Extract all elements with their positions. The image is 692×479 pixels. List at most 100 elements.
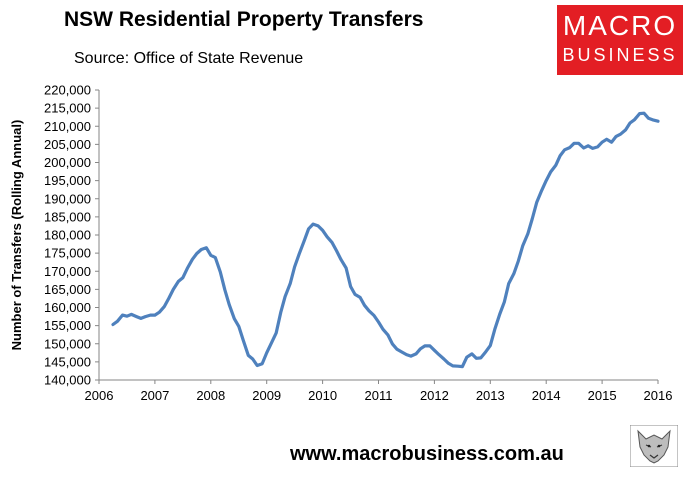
y-tick-label: 185,000: [44, 209, 91, 224]
data-point: [568, 146, 571, 149]
data-point: [335, 250, 338, 252]
x-tick-label: 2008: [196, 388, 225, 403]
data-point: [610, 141, 613, 143]
data-point: [293, 266, 296, 268]
data-point: [247, 354, 250, 357]
data-point: [224, 288, 226, 291]
data-point: [265, 352, 268, 354]
x-tick-label: 2007: [140, 388, 169, 403]
data-point: [485, 350, 487, 353]
data-point: [377, 321, 380, 323]
data-point: [135, 315, 138, 318]
y-axis-title: Number of Transfers (Rolling Annual): [9, 120, 24, 351]
data-point: [205, 246, 208, 249]
data-point: [345, 267, 347, 269]
chart-title: NSW Residential Property Transfers: [64, 8, 424, 31]
data-point: [261, 362, 264, 365]
data-point: [121, 314, 124, 316]
chart-subtitle: Source: Office of State Revenue: [74, 50, 304, 67]
data-point: [591, 147, 594, 150]
data-point: [447, 362, 450, 365]
y-tick-label: 145,000: [44, 354, 91, 369]
y-tick-label: 155,000: [44, 318, 91, 333]
data-point: [596, 146, 599, 148]
data-point: [326, 236, 328, 238]
y-tick-label: 200,000: [44, 155, 91, 170]
data-point: [624, 129, 627, 131]
data-point: [601, 141, 603, 143]
y-tick-label: 195,000: [44, 173, 91, 188]
data-point: [228, 303, 230, 306]
data-point: [494, 328, 496, 331]
data-point: [396, 348, 398, 351]
data-point: [471, 353, 473, 355]
data-point: [443, 358, 445, 360]
data-point: [349, 285, 352, 288]
data-point: [172, 288, 175, 291]
data-point: [540, 189, 543, 192]
data-point: [521, 245, 524, 247]
data-point: [233, 317, 236, 320]
data-point: [559, 154, 561, 157]
data-point: [461, 365, 464, 368]
x-tick-label: 2006: [85, 388, 114, 403]
y-tick-label: 210,000: [44, 119, 91, 134]
data-point: [499, 313, 501, 315]
data-point: [387, 334, 389, 336]
data-point: [554, 164, 557, 167]
data-point: [643, 112, 645, 114]
data-point: [154, 314, 156, 316]
data-point: [401, 351, 403, 353]
x-tick-label: 2013: [476, 388, 505, 403]
data-point: [582, 147, 585, 149]
footer-url: www.macrobusiness.com.au: [290, 443, 564, 465]
data-point: [424, 345, 426, 347]
data-point: [186, 267, 189, 270]
data-point: [391, 343, 394, 345]
data-point: [507, 282, 510, 285]
y-tick-label: 170,000: [44, 264, 91, 279]
data-point: [429, 345, 431, 347]
y-tick-label: 220,000: [44, 83, 91, 98]
data-point: [629, 122, 631, 124]
data-point: [513, 273, 515, 275]
data-point: [289, 282, 292, 285]
data-point: [177, 280, 180, 283]
data-point: [619, 133, 622, 135]
data-point: [298, 253, 300, 255]
logo-text-macro: MACRO: [562, 10, 678, 41]
data-point: [433, 349, 436, 352]
data-point: [251, 358, 254, 360]
macro-business-logo: MACRO BUSINESS: [557, 5, 683, 75]
chart-series: [111, 111, 660, 369]
data-point: [321, 229, 324, 232]
data-point: [116, 320, 119, 323]
series-line: [111, 111, 660, 369]
data-point: [531, 218, 533, 220]
x-tick-label: 2014: [532, 388, 561, 403]
data-point: [196, 252, 198, 255]
data-point: [126, 315, 128, 318]
data-point: [158, 311, 161, 314]
data-point: [605, 138, 608, 141]
data-point: [419, 348, 422, 350]
data-point: [242, 339, 244, 341]
data-point: [368, 310, 370, 312]
chart-axes: 140,000 145,000 150,000 155,000 160,000 165,0…: [9, 83, 672, 404]
data-point: [527, 233, 529, 235]
data-point: [549, 171, 552, 173]
data-point: [168, 297, 170, 299]
data-point: [638, 112, 641, 115]
data-point: [503, 301, 506, 303]
data-point: [652, 119, 655, 121]
data-point: [182, 277, 184, 279]
data-point: [545, 179, 547, 182]
data-point: [489, 344, 492, 347]
data-point: [615, 135, 617, 138]
data-point: [112, 323, 114, 326]
data-point: [633, 118, 636, 121]
data-point: [312, 223, 314, 225]
logo-text-business: BUSINESS: [562, 45, 678, 65]
data-point: [563, 149, 566, 151]
data-point: [466, 356, 468, 359]
